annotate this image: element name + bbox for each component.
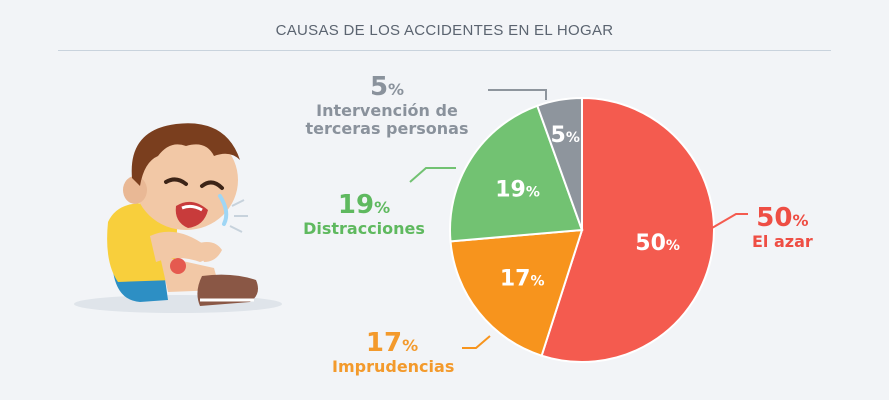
leader-line-distracciones [409,167,456,183]
label-distracciones: 19% Distracciones [300,192,428,237]
label-azar-percent: 50% [756,203,809,233]
slice-el-azar [540,96,715,363]
label-distracciones-name: Distracciones [303,219,425,238]
leader-line-terceras [488,89,547,100]
label-distracciones-percent: 19% [337,190,391,220]
label-imprudencias-percent: 17% [365,328,419,358]
label-terceras-name-line1: Intervención de [316,101,458,120]
label-imprudencias-name: Imprudencias [332,357,455,376]
slice-imprudencias-value-label: 17% [500,267,545,292]
label-terceras-name-line2: terceras personas [305,119,469,138]
label-azar: 50% El azar [752,205,813,250]
chart-title: CAUSAS DE LOS ACCIDENTES EN EL HOGAR [275,22,614,39]
label-terceras: 5% Intervención de terceras personas [300,74,474,137]
label-terceras-percent: 5% [369,72,405,102]
slice-imprudencias [449,228,584,357]
slice-terceras [536,96,583,231]
label-azar-name: El azar [752,232,813,251]
pie-chart: 50% 17% 19% 5% [449,96,715,363]
leader-line-azar [711,213,748,229]
slice-distracciones-value-label: 19% [495,178,540,203]
leader-line-imprudencias [462,335,491,349]
label-imprudencias: 17% Imprudencias [332,328,455,376]
slice-el-azar-value-label: 50% [635,231,680,256]
slice-terceras-value-label: 5% [551,123,580,148]
crying-boy-illustration [74,123,282,313]
title-divider [58,50,831,51]
